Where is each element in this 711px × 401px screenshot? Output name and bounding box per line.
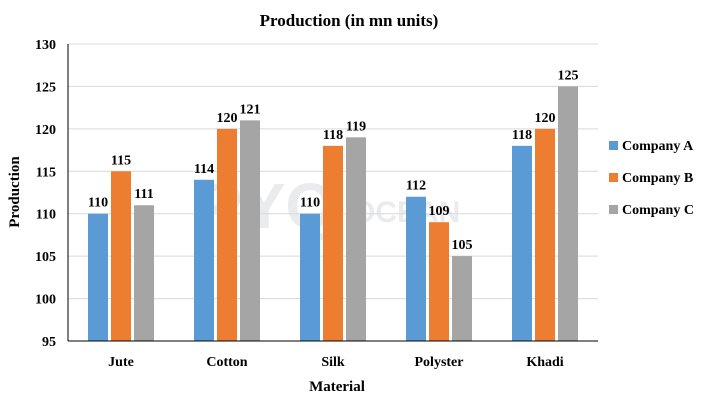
y-tick-label: 130 <box>35 38 56 53</box>
x-tick-label: Jute <box>108 355 134 370</box>
bar-jute-company-a <box>88 213 108 341</box>
y-axis-title: Production <box>7 156 23 228</box>
data-label: 121 <box>240 102 261 117</box>
data-label: 111 <box>134 187 153 202</box>
y-tick-label: 125 <box>35 80 56 95</box>
legend-label: Company A <box>622 139 694 154</box>
legend-swatch <box>609 173 618 182</box>
bar-jute-company-b <box>111 171 131 341</box>
x-tick-label: Khadi <box>526 355 563 370</box>
bar-khadi-company-a <box>512 145 532 341</box>
data-label: 114 <box>194 162 214 177</box>
bar-polyster-company-a <box>406 196 426 341</box>
bar-jute-company-c <box>134 205 154 341</box>
bar-silk-company-b <box>323 145 343 341</box>
bars <box>88 86 578 341</box>
chart-title: Production (in mn units) <box>260 11 439 30</box>
data-label: 118 <box>323 128 343 143</box>
legend-label: Company B <box>622 171 693 186</box>
y-tick-label: 115 <box>36 165 56 180</box>
y-tick-label: 95 <box>42 335 56 350</box>
x-tick-label: Polyster <box>415 355 464 370</box>
data-label: 112 <box>406 179 426 194</box>
y-tick-label: 105 <box>35 250 56 265</box>
legend-swatch <box>609 205 618 214</box>
data-label: 109 <box>429 204 450 219</box>
data-label: 118 <box>512 128 532 143</box>
y-tick-label: 120 <box>35 123 56 138</box>
data-label: 110 <box>88 196 108 211</box>
axes: 95 100 105 110 115 120 125 130 Jute Cotton Silk Pol… <box>35 38 598 370</box>
bar-khadi-company-c <box>558 86 578 341</box>
data-label: 125 <box>558 68 579 83</box>
legend: Company A Company B Company C <box>609 139 694 218</box>
bar-khadi-company-b <box>535 128 555 341</box>
bar-polyster-company-c <box>452 256 472 341</box>
bar-silk-company-a <box>300 213 320 341</box>
data-label: 120 <box>535 111 556 126</box>
y-tick-label: 110 <box>36 208 56 223</box>
legend-label: Company C <box>622 203 694 218</box>
data-label: 115 <box>111 153 131 168</box>
bar-silk-company-c <box>346 137 366 341</box>
y-tick-label: 100 <box>35 293 56 308</box>
bar-cotton-company-b <box>217 128 237 341</box>
data-label: 110 <box>300 196 320 211</box>
bar-cotton-company-c <box>240 120 260 341</box>
data-label: 120 <box>217 111 238 126</box>
bar-polyster-company-b <box>429 222 449 341</box>
data-label: 119 <box>346 119 366 134</box>
data-labels: 1101151111141201211101181191121091051181… <box>88 68 579 253</box>
x-tick-label: Cotton <box>206 355 247 370</box>
x-axis-title: Material <box>309 379 365 395</box>
data-label: 105 <box>452 238 473 253</box>
x-tick-label: Silk <box>321 355 345 370</box>
legend-swatch <box>609 141 618 150</box>
bar-cotton-company-a <box>194 179 214 341</box>
